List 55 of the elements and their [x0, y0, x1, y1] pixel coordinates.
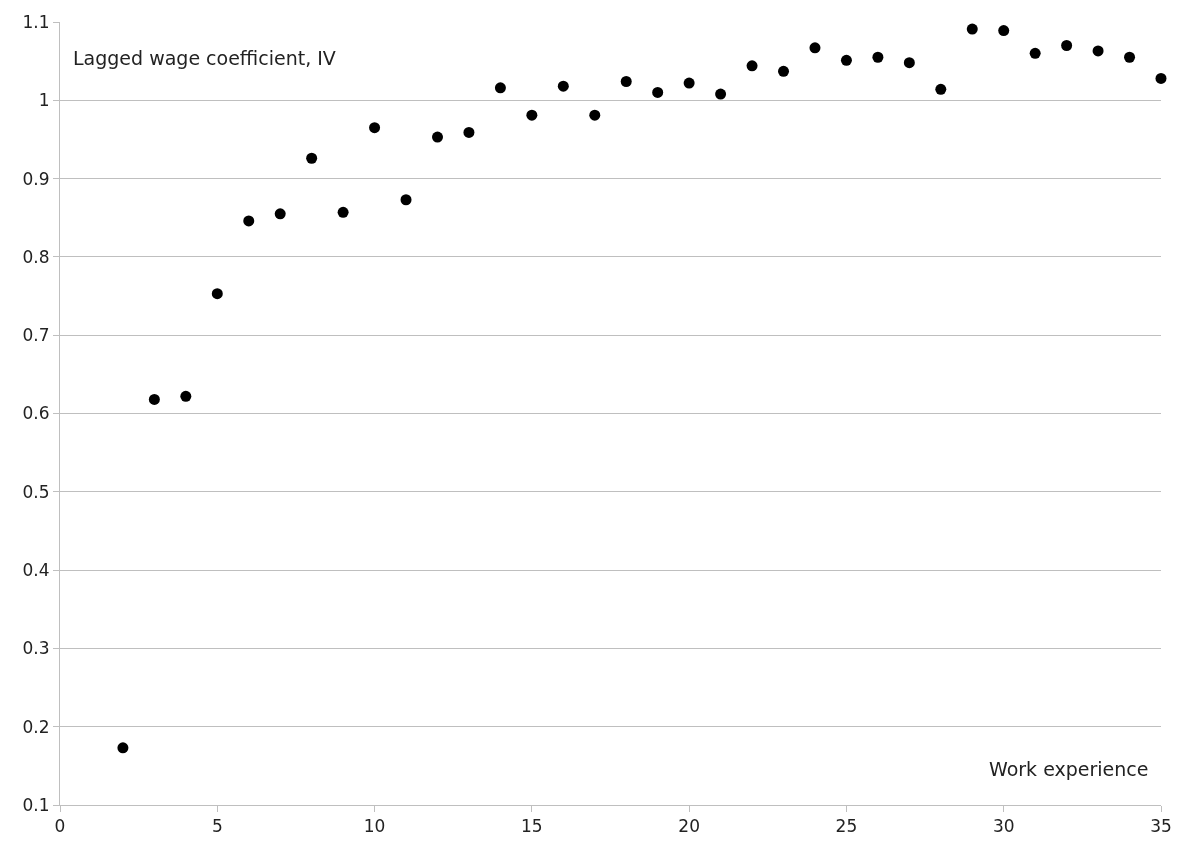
x-tick-label: 20 — [678, 816, 700, 837]
x-tick-label: 30 — [992, 816, 1015, 837]
y-tick-label: 0.5 — [22, 481, 50, 502]
point — [526, 109, 538, 121]
point — [211, 288, 223, 300]
point — [306, 152, 318, 164]
x-tick-label: 25 — [835, 816, 858, 837]
x-axis-title: Work experience — [989, 758, 1149, 780]
point — [778, 65, 790, 77]
x-tick-label: 10 — [363, 816, 386, 837]
point — [557, 80, 569, 92]
point — [494, 82, 506, 94]
point — [148, 393, 160, 405]
y-tick-label: 0.8 — [22, 246, 50, 267]
x-tick-label: 15 — [521, 816, 543, 837]
point — [431, 131, 443, 143]
point — [463, 126, 475, 138]
point — [872, 51, 884, 63]
x-tick-label: 0 — [54, 816, 66, 837]
point — [243, 215, 255, 227]
point — [840, 54, 852, 66]
y-tick-label: 0.7 — [22, 325, 50, 346]
point — [715, 88, 727, 100]
point — [589, 109, 601, 121]
y-tick-label: 0.3 — [22, 638, 50, 659]
point — [683, 77, 695, 89]
point — [1124, 51, 1136, 63]
point — [1092, 45, 1104, 57]
point — [369, 122, 381, 134]
point — [620, 76, 632, 88]
y-tick-label: 0.2 — [22, 716, 50, 737]
point — [1155, 72, 1167, 84]
y-tick-label: 0.1 — [22, 794, 50, 815]
point — [809, 42, 821, 54]
point — [180, 390, 192, 402]
y-tick-label: 0.9 — [22, 168, 50, 189]
y-axis-title: Lagged wage coefficient, IV — [73, 47, 336, 69]
point — [746, 60, 758, 72]
point — [274, 208, 286, 220]
x-tick-label: 5 — [211, 816, 223, 837]
point — [935, 83, 947, 95]
y-tick-label: 1.1 — [22, 11, 50, 32]
point — [1029, 47, 1041, 59]
point — [903, 57, 915, 69]
point — [966, 23, 978, 35]
point — [400, 194, 412, 206]
point — [337, 206, 349, 218]
point — [652, 86, 664, 98]
y-tick-label: 0.4 — [22, 560, 50, 581]
point — [1061, 39, 1073, 51]
y-tick-label: 0.6 — [22, 403, 50, 424]
y-tick-label: 1 — [38, 90, 50, 111]
x-tick-label: 35 — [1150, 816, 1172, 837]
point — [117, 742, 129, 754]
point — [998, 25, 1010, 37]
